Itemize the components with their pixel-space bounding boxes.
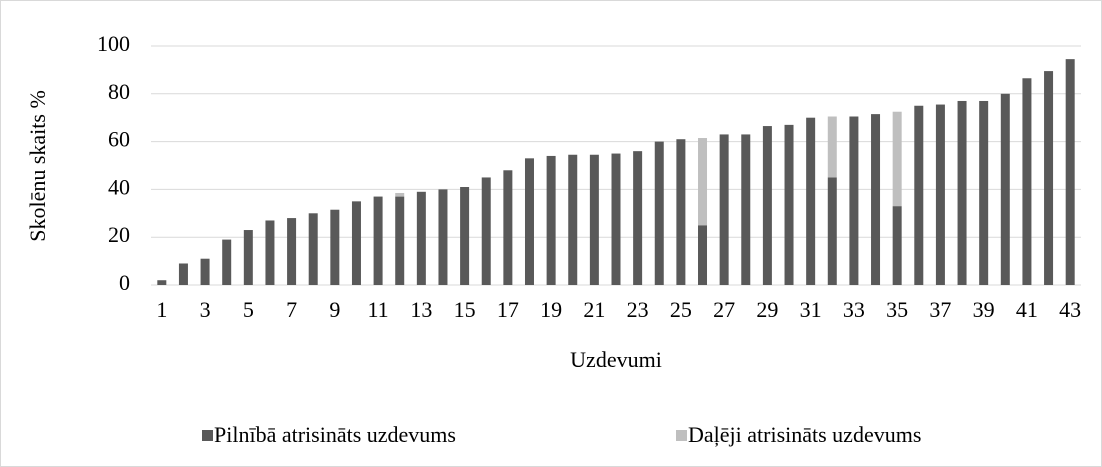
legend-label: Pilnībā atrisināts uzdevums [214,422,456,447]
bar-segment [503,170,513,285]
bar-segment [849,116,859,285]
x-tick-label: 33 [843,297,865,322]
x-tick-label: 25 [670,297,692,322]
y-tick-label: 60 [108,127,130,152]
legend-swatch [676,430,687,441]
bar-segment [914,105,924,285]
bar-segment [957,100,967,285]
x-tick-label: 7 [286,297,297,322]
x-tick-label: 37 [929,297,951,322]
bar-segment [395,196,405,285]
x-tick-label: 31 [800,297,822,322]
bar-segment [698,225,708,285]
bar-segment [871,114,881,286]
bar-segment [741,134,751,285]
bar-segment [330,209,340,285]
bar-segment [827,116,837,178]
bar-segment [568,154,578,285]
bar-segment [222,239,232,285]
bar-segment [243,230,253,285]
bar-segment [806,117,816,285]
y-tick-label: 100 [97,31,130,56]
bar-segment [698,138,708,226]
x-tick-label: 39 [973,297,995,322]
x-tick-label: 9 [329,297,340,322]
x-tick-label: 13 [410,297,432,322]
x-tick-label: 11 [367,297,388,322]
bar-segment [524,158,534,285]
x-tick-label: 3 [200,297,211,322]
x-tick-label: 5 [243,297,254,322]
x-tick-label: 17 [497,297,519,322]
bar-segment [546,155,556,285]
bar-segment [438,189,448,285]
bar-segment [719,134,729,285]
y-tick-label: 40 [108,174,130,199]
bar-segment [892,111,902,207]
bar-segment [178,263,188,285]
legend-swatch [202,430,213,441]
x-tick-label: 35 [886,297,908,322]
x-tick-label: 21 [583,297,605,322]
bar-segment [784,124,794,286]
x-tick-label: 41 [1016,297,1038,322]
x-tick-label: 29 [756,297,778,322]
x-tick-label: 19 [540,297,562,322]
bar-segment [157,280,167,285]
bar-segment [351,201,361,285]
y-tick-label: 20 [108,222,130,247]
bar-segment [654,141,664,285]
bar-segment [935,104,945,286]
bar-segment [892,206,902,285]
bar-segment [1044,71,1054,285]
x-tick-label: 27 [713,297,735,322]
x-tick-label: 15 [454,297,476,322]
x-tick-label: 1 [156,297,167,322]
bar-segment [979,100,989,285]
bar-segment [265,220,275,285]
bar-segment [1022,78,1032,285]
x-tick-label: 43 [1059,297,1081,322]
x-axis-title: Uzdevumi [570,347,662,372]
bar-segment [676,139,686,285]
bar-segment [633,151,643,285]
y-tick-label: 0 [119,270,130,295]
bar-segment [589,154,599,285]
bar-segment [200,258,210,285]
x-tick-label: 23 [627,297,649,322]
bar-segment [827,177,837,285]
bar-segment [460,187,470,285]
bar-segment [611,153,621,285]
bar-segment [1065,59,1075,285]
bar-segment [481,177,491,285]
bar-segment [395,192,405,197]
bar-segment [762,126,772,285]
bar-segment [287,218,297,285]
bar-segment [308,213,318,285]
y-axis-title: Skolēnu skaits % [25,90,50,242]
bar-segment [373,196,383,285]
bar-segment [416,191,426,285]
legend-label: Daļēji atrisināts uzdevums [688,422,921,447]
y-tick-label: 80 [108,79,130,104]
bar-segment [1000,93,1010,285]
